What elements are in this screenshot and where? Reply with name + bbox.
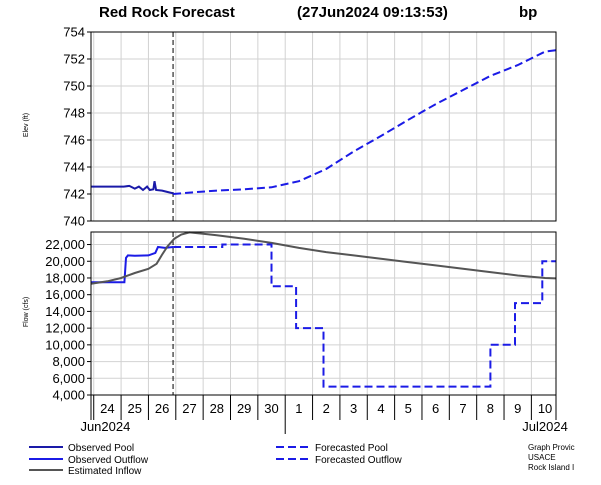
elevation-series-observed-pool [91,181,174,195]
legend-label-forecasted-outflow: Forecasted Outflow [315,455,402,466]
date-axis-day-label: 3 [350,401,357,416]
provider-note-line-1: Graph Provic [528,443,575,452]
flow-ytick-label: 20,000 [45,254,85,269]
flow-ytick-label: 14,000 [45,304,85,319]
date-axis-day-label: 10 [538,401,552,416]
station-code: bp [519,4,537,21]
elevation-ytick-label: 744 [63,160,85,175]
date-axis-month-label: Jul2024 [522,419,568,434]
elevation-series-forecasted-pool [173,49,557,195]
provider-note-line-3: Rock Island I [528,463,574,472]
flow-plot-border [90,231,557,396]
elevation-ytick-label: 746 [63,133,85,148]
legend: Observed Pool Observed Outflow Estimated… [29,443,402,477]
date-axis-day-label: 30 [264,401,278,416]
date-axis-day-label: 7 [459,401,466,416]
legend-label-forecasted-pool: Forecasted Pool [315,443,388,454]
flow-ytick-label: 12,000 [45,321,85,336]
date-axis-day-label: 27 [182,401,196,416]
flow-series-estimated-inflow [90,231,557,285]
date-axis-day-label: 8 [487,401,494,416]
flow-series-observed-outflow [91,245,174,284]
elevation-ytick-label: 750 [63,79,85,94]
date-axis-day-label: 6 [432,401,439,416]
date-axis-day-label: 26 [155,401,169,416]
flow-ytick-label: 10,000 [45,337,85,352]
elevation-ytick-label: 752 [63,52,85,67]
elevation-panel: 740 742 744 746 748 750 752 754 [63,25,557,229]
date-axis-day-label: 1 [295,401,302,416]
date-axis-day-label: 2 [323,401,330,416]
flow-axis-label: Flow (cfs) [23,297,30,327]
flow-ytick-label: 4,000 [52,388,85,403]
date-axis-day-label: 9 [514,401,521,416]
elevation-ytick-label: 740 [63,214,85,229]
date-axis-day-label: 29 [237,401,251,416]
date-axis: 24 25 26 27 28 29 30 1 2 3 4 5 6 7 8 9 10 Jun2024 Jul2024 [80,395,568,434]
flow-series-forecasted-outflow [173,243,556,388]
elevation-axis-label: Elev (ft) [23,113,30,137]
legend-label-observed-outflow: Observed Outflow [68,455,149,466]
flow-ytick-label: 8,000 [52,354,85,369]
date-axis-day-label: 5 [405,401,412,416]
flow-ytick-label: 16,000 [45,287,85,302]
legend-label-estimated-inflow: Estimated Inflow [68,466,142,477]
date-axis-day-label: 4 [377,401,384,416]
date-axis-day-label: 28 [210,401,224,416]
run-timestamp: (27Jun2024 09:13:53) [297,4,448,21]
provider-note-line-2: USACE [528,453,556,462]
flow-ytick-label: 22,000 [45,237,85,252]
flow-ytick-label: 18,000 [45,270,85,285]
date-axis-day-label: 25 [128,401,142,416]
elevation-ytick-label: 754 [63,25,85,40]
date-axis-day-label: 24 [100,401,114,416]
date-axis-month-label: Jun2024 [80,419,130,434]
elevation-plot-border [90,31,557,222]
elevation-plot-frame [90,31,557,222]
elevation-ytick-label: 742 [63,187,85,202]
chart-title: Red Rock Forecast [99,4,235,21]
flow-ytick-label: 6,000 [52,371,85,386]
legend-label-observed-pool: Observed Pool [68,443,134,454]
elevation-ytick-label: 748 [63,106,85,121]
